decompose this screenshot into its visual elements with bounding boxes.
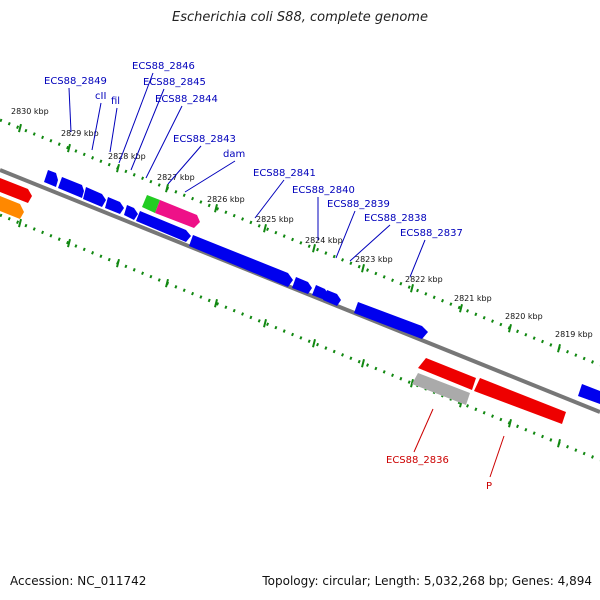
gene-label[interactable]: ECS88_2839 xyxy=(327,199,390,210)
accession-text: Accession: NC_011742 xyxy=(10,574,147,588)
kbp-scale-label: 2819 kbp xyxy=(555,330,593,339)
inner-scale-track xyxy=(0,213,600,462)
outer-major-tick xyxy=(18,123,22,133)
kbp-scale-label: 2826 kbp xyxy=(207,195,245,204)
inner-major-tick xyxy=(263,318,267,328)
gene-ecs88-2843[interactable] xyxy=(142,195,160,213)
gene-ecs88-2844[interactable] xyxy=(136,211,191,242)
kbp-scale-label: 2829 kbp xyxy=(61,129,99,138)
gene-label[interactable]: ECS88_2836 xyxy=(386,455,449,466)
gene-leader-line xyxy=(349,224,391,262)
outer-major-tick xyxy=(263,223,267,233)
gene-leader-line xyxy=(68,87,72,133)
gene-leader-line xyxy=(130,88,165,171)
gene-p[interactable] xyxy=(474,378,566,424)
gene-label[interactable]: ECS88_2841 xyxy=(253,168,316,179)
gene-ecs88-2838[interactable] xyxy=(323,290,341,306)
gene-leader-line xyxy=(109,107,118,153)
gene-leader-line xyxy=(489,435,505,478)
kbp-scale-label: 2823 kbp xyxy=(355,255,393,264)
gene-label[interactable]: ECS88_2843 xyxy=(173,134,236,145)
inner-major-tick xyxy=(67,238,71,248)
gene-ecs88-2837[interactable] xyxy=(354,302,428,339)
outer-scale-track xyxy=(0,118,600,367)
gene-label[interactable]: ECS88_2846 xyxy=(132,61,195,72)
kbp-scale-label: 2824 kbp xyxy=(305,236,343,245)
inner-major-tick xyxy=(18,218,22,228)
kbp-scale-label: 2820 kbp xyxy=(505,312,543,321)
gene-label[interactable]: dam xyxy=(223,149,245,160)
gene-label[interactable]: ECS88_2840 xyxy=(292,185,355,196)
kbp-scale-label: 2825 kbp xyxy=(256,215,294,224)
gene-label[interactable]: ECS88_2845 xyxy=(143,77,206,88)
gene-leader-line xyxy=(118,72,154,164)
outer-major-tick xyxy=(557,344,561,353)
map-title: Escherichia coli S88, complete genome xyxy=(172,10,428,25)
gene-ecs88-2839[interactable] xyxy=(312,285,328,300)
gene-leader-line xyxy=(145,105,183,179)
inner-major-tick xyxy=(557,439,561,448)
kbp-scale-label: 2821 kbp xyxy=(454,294,492,303)
kbp-scale-label: 2828 kbp xyxy=(108,152,146,161)
inner-major-tick xyxy=(508,419,512,428)
inner-major-tick xyxy=(312,338,316,348)
kbp-scale-label: 2827 kbp xyxy=(157,173,195,182)
inner-major-tick xyxy=(410,378,414,388)
gene-ecs88-2836-red[interactable] xyxy=(418,358,476,390)
genome-summary-text: Topology: circular; Length: 5,032,268 bp… xyxy=(262,574,592,588)
gene-ecs88-2846[interactable] xyxy=(105,197,124,214)
gene-label[interactable]: P xyxy=(486,481,492,492)
gene-label[interactable]: fil xyxy=(111,96,120,107)
outer-major-tick xyxy=(508,324,512,333)
gene-cii[interactable] xyxy=(58,177,84,198)
outer-major-tick xyxy=(312,243,316,253)
gene-dam[interactable] xyxy=(155,200,200,228)
gene-right-edge-forward[interactable] xyxy=(578,384,600,404)
gene-ecs88-2849[interactable] xyxy=(44,170,58,187)
gene-ecs88-2840[interactable] xyxy=(292,277,312,294)
gene-left-edge-reverse[interactable] xyxy=(0,178,32,203)
gene-label[interactable]: ECS88_2838 xyxy=(364,213,427,224)
kbp-scale-label: 2822 kbp xyxy=(405,275,443,284)
outer-major-tick xyxy=(459,303,463,313)
outer-major-tick xyxy=(67,143,71,153)
outer-major-tick xyxy=(214,203,218,213)
gene-leader-line xyxy=(335,210,356,259)
gene-label[interactable]: ECS88_2844 xyxy=(155,94,218,105)
gene-label[interactable]: ECS88_2837 xyxy=(400,228,463,239)
gene-leader-line xyxy=(409,239,426,278)
gene-ecs88-2836[interactable] xyxy=(412,373,470,405)
outer-major-tick xyxy=(361,263,365,273)
gene-ecs88-2841[interactable] xyxy=(189,235,293,287)
kbp-scale-label: 2830 kbp xyxy=(11,107,49,116)
gene-leader-line xyxy=(184,160,236,193)
inner-major-tick xyxy=(165,278,169,288)
inner-major-tick xyxy=(214,298,218,308)
outer-major-tick xyxy=(116,163,120,173)
gene-fil[interactable] xyxy=(83,187,106,207)
gene-leader-line xyxy=(413,408,434,453)
outer-major-tick xyxy=(410,283,414,293)
gene-left-edge-orange[interactable] xyxy=(0,196,24,219)
gene-leader-line xyxy=(91,102,102,151)
gene-leader-line xyxy=(167,145,202,185)
gene-leader-line xyxy=(254,179,285,219)
gene-ecs88-2845[interactable] xyxy=(124,205,138,220)
outer-major-tick xyxy=(165,183,169,193)
gene-label[interactable]: cII xyxy=(95,91,106,102)
inner-major-tick xyxy=(116,258,120,268)
gene-label[interactable]: ECS88_2849 xyxy=(44,76,107,87)
inner-major-tick xyxy=(361,358,365,368)
